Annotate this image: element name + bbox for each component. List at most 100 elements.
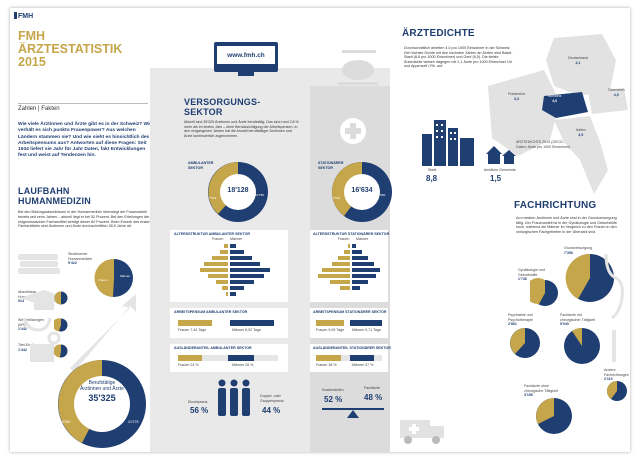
ausl-bar-frauen (316, 355, 341, 361)
versorgung-title: VERSORGUNGS- SEKTOR (184, 97, 261, 117)
ambulant-age-panel (170, 230, 288, 302)
stationaer-ausl-bar (316, 355, 382, 361)
ambulant-frauen: 7'342 (209, 196, 217, 200)
map-label-deutschland: Deutschland 4,1 (568, 56, 588, 65)
stationaer-pensum-title: ARBEITSPENSUM STATIONÄRER SEKTOR (313, 310, 387, 314)
scalpel-icon (612, 330, 616, 362)
ambulant-pensum-frauen: Frauen 7,44 Tage (178, 328, 207, 332)
step-value: 1'442 (18, 347, 27, 352)
map-schweiz (542, 92, 588, 118)
monitor-icon: www.fmh.ch (214, 42, 278, 72)
ambulance-icon (400, 420, 444, 444)
stadt-label: Stadt (428, 168, 437, 172)
step-value: 1'442 (18, 327, 27, 332)
fach-label-ohne-chirurgisch: Fachärzte ohne chirurgische Tätigkeit 3'… (524, 384, 566, 398)
step-value: 914 (18, 299, 24, 304)
doppelpraxis-value: 44 % (262, 406, 281, 415)
pie-studierende-label-maenner: Männer (120, 274, 131, 278)
country-value: 3,3 (513, 96, 519, 101)
stationaer-frauen: 7'044 (333, 196, 341, 200)
fmh-logo: FMH (14, 12, 33, 20)
pensum-bar-frauen (178, 320, 212, 326)
doctors-figures-icon (218, 379, 250, 416)
step-label-weiterbildung: Weiterbildungen (bFi) 1'442 (18, 318, 50, 332)
pie-berufstaetige (58, 360, 146, 448)
intro-lead: Wie viele Ärztinnen und Ärzte gibt es in… (18, 122, 153, 159)
laufbahn-text: Bei den Bildungsabschlüssen in der Human… (18, 210, 151, 229)
fach-text: Am meisten Ärztinnen und Ärzte sind in d… (516, 216, 618, 234)
village-icon (486, 146, 516, 164)
doppelpraxis-label: Doppel- oder Gruppenpraxis (260, 394, 284, 403)
country-value: 4,1 (575, 60, 581, 65)
helicopter-icon (338, 50, 378, 85)
book-stack-icon (18, 254, 60, 274)
pensum-bar-maenner (230, 320, 274, 326)
city-skyline-icon (422, 120, 474, 166)
step-label: Studierende Humanmedizin (68, 252, 92, 261)
laufbahn-title: LAUFBAHN HUMANMEDIZIN (18, 186, 91, 206)
map-label-oesterreich: Österreich 4,9 (608, 88, 625, 97)
ambulant-legend-maenner: Männer (230, 237, 243, 241)
fach-label-grundversorgung: Grundversorgung 7'396 (564, 246, 592, 255)
stationaer-legend-frauen: Frauen (338, 237, 350, 241)
berufstaetige-left: 14'050 (60, 420, 71, 424)
stationaer-title: STATIONÄRER SEKTOR (318, 161, 344, 170)
country-name: Österreich (608, 88, 625, 92)
ambulant-pensum-title: ARBEITSPENSUM AMBULANTER SEKTOR (174, 310, 248, 314)
map-note: ÄRZTEDICHTE 2014 (OECD-Daten; Ärzte pro … (516, 140, 571, 149)
fach-item-label: Gynäkologie und Geburtshilfe (518, 268, 545, 277)
versorgung-text: Aktuell sind 35'325 Ärztinnen und Ärzte … (184, 120, 299, 138)
ambulant-pensum-blocks (178, 320, 278, 326)
fach-item-value: 2'110 (604, 377, 613, 382)
pie-titel (54, 344, 68, 358)
pie-studierende-label-frauen: Frauen (98, 278, 108, 282)
ambulant-maenner: 10'786 (255, 193, 264, 197)
fach-label-psychiatrie: Psychiatrie und Psychotherapie 2'861 (508, 313, 542, 327)
title-year: 2015 (18, 55, 46, 69)
country-name: Schweiz (548, 94, 562, 98)
ambulant-title: AMBULANTER SEKTOR (188, 161, 214, 170)
medical-cross-icon (340, 118, 366, 144)
ausl-bar-maenner (228, 355, 254, 361)
page-title: FMH ÄRZTESTATISTIK 2015 (18, 30, 122, 69)
country-name: Frankreich (508, 92, 525, 96)
fach-item-value: 3'156 (524, 393, 533, 398)
ausl-bar-frauen (178, 355, 202, 361)
country-name: Deutschland (568, 56, 588, 60)
fach-item-label: Psychiatrie und Psychotherapie (508, 313, 533, 322)
step-label: Weiterbildungen (bFi) (18, 318, 44, 327)
berufstaetige-center: Berufstätige Ärztinnen und Ärzte 35'325 (80, 380, 124, 402)
fach-item-label: Fachärzte ohne chirurgische Tätigkeit (524, 384, 558, 393)
stationaer-ausl-frauen: Frauen 38 % (316, 363, 337, 367)
ambulant-ausl-bar (178, 355, 278, 361)
stationaer-age-title: ALTERSSTRUKTUR STATIONÄRER SEKTOR (313, 232, 390, 236)
logo-mark-icon (14, 12, 17, 19)
stationaer-ausl-maenner: Männer 37 % (352, 363, 374, 367)
versorgung-title-1: VERSORGUNGS- (184, 97, 261, 107)
pensum-bar-frauen (316, 320, 344, 326)
map-label-schweiz: Schweiz 4,0 (548, 94, 561, 103)
fachaerzte-value: 48 % (364, 393, 383, 402)
map-italien (554, 116, 608, 194)
stationaer-pensum-maenner: Männer 9,71 Tage (352, 328, 381, 332)
monitor-stand-icon (238, 72, 254, 76)
fach-stethoscope-icon (604, 253, 624, 320)
berufstaetige-right: 21'275 (128, 420, 139, 424)
stadt-value: 8,8 (426, 174, 438, 183)
stationaer-age-pyramid (318, 244, 380, 290)
fach-title: FACHRICHTUNG (514, 200, 597, 211)
dichte-title: ÄRZTEDICHTE (402, 28, 475, 39)
ambulant-total: 18'128 (227, 187, 249, 194)
stationaer-legend-maenner: Männer (356, 237, 369, 241)
land-label: ländliche Gemeinde (484, 168, 516, 172)
einzelpraxis-label: Einzelpraxis (188, 400, 208, 404)
kostenstellen-value: 52 % (324, 395, 343, 404)
step-label-studierende: Studierende Humanmedizin 9'422 (68, 252, 96, 266)
laufbahn-title-1: LAUFBAHN (18, 186, 70, 196)
stationaer-pensum-frauen: Frauen 9,06 Tage (316, 328, 345, 332)
title-line-1: FMH (18, 29, 46, 43)
pie-gynaekologie (530, 278, 558, 306)
fach-item-value: 5'040 (560, 322, 569, 327)
pie-weiterbildung (54, 318, 68, 332)
fach-item-label: Grundversorgung (564, 246, 592, 250)
